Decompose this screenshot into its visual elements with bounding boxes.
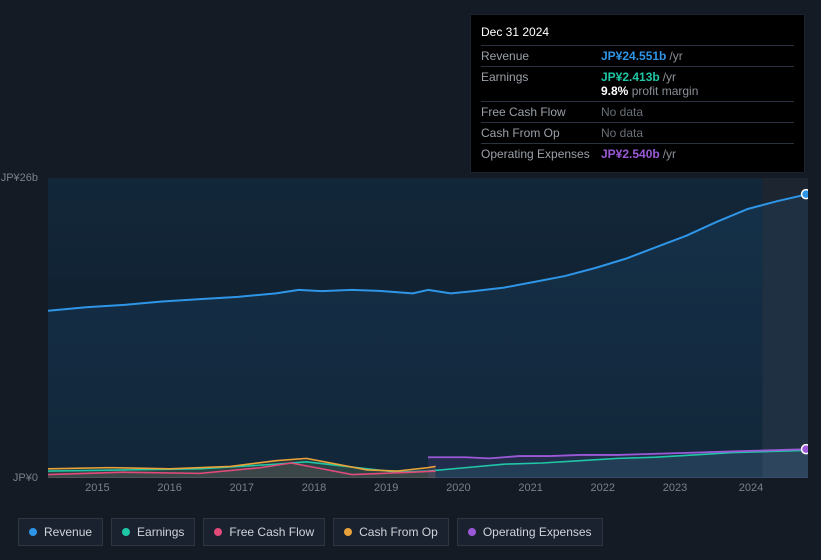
end-marker xyxy=(802,445,809,454)
tooltip-suffix: /yr xyxy=(663,147,676,161)
end-marker xyxy=(802,190,809,199)
tooltip-nodata: No data xyxy=(601,126,643,140)
legend-dot-icon xyxy=(29,528,37,536)
tooltip-row: RevenueJP¥24.551b/yr xyxy=(481,46,794,67)
tooltip-row: EarningsJP¥2.413b/yr 9.8% profit margin xyxy=(481,67,794,102)
x-axis-tick: 2021 xyxy=(518,482,542,494)
x-axis-tick: 2019 xyxy=(374,482,398,494)
tooltip-sub-text: profit margin xyxy=(628,84,698,98)
tooltip-sub-pct: 9.8% xyxy=(601,84,628,98)
legend-item[interactable]: Earnings xyxy=(111,518,195,546)
tooltip-value-cell: No data xyxy=(601,105,794,119)
x-axis-tick: 2015 xyxy=(85,482,109,494)
legend-label: Free Cash Flow xyxy=(229,525,314,539)
tooltip-panel: Dec 31 2024 RevenueJP¥24.551b/yrEarnings… xyxy=(470,14,805,173)
chart-area: 2015 2016 2017 2018 2019 2020 2021 2022 2023 2024… xyxy=(18,160,808,500)
legend-label: Revenue xyxy=(44,525,92,539)
x-axis-tick: 2024 xyxy=(739,482,763,494)
x-axis: 2015 2016 2017 2018 2019 2020 2021 2022 2023 2024 xyxy=(48,482,808,500)
y-axis-label: JP¥0 xyxy=(0,472,38,484)
legend-item[interactable]: Cash From Op xyxy=(333,518,449,546)
legend-dot-icon xyxy=(468,528,476,536)
y-axis-label: JP¥26b xyxy=(0,172,38,184)
tooltip-value: JP¥2.540b xyxy=(601,147,660,161)
tooltip-row: Cash From OpNo data xyxy=(481,123,794,144)
tooltip-nodata: No data xyxy=(601,105,643,119)
chart-plot[interactable] xyxy=(48,178,808,478)
tooltip-label: Free Cash Flow xyxy=(481,105,601,119)
tooltip-value-cell: No data xyxy=(601,126,794,140)
legend-label: Earnings xyxy=(137,525,184,539)
tooltip-suffix: /yr xyxy=(663,70,676,84)
legend-item[interactable]: Free Cash Flow xyxy=(203,518,325,546)
tooltip-value: JP¥24.551b xyxy=(601,49,666,63)
tooltip-date: Dec 31 2024 xyxy=(481,21,794,46)
legend-dot-icon xyxy=(214,528,222,536)
legend-item[interactable]: Revenue xyxy=(18,518,103,546)
x-axis-tick: 2023 xyxy=(663,482,687,494)
x-axis-tick: 2017 xyxy=(230,482,254,494)
tooltip-value: JP¥2.413b xyxy=(601,70,660,84)
legend-label: Cash From Op xyxy=(359,525,438,539)
legend: Revenue Earnings Free Cash Flow Cash From O… xyxy=(18,518,603,546)
legend-dot-icon xyxy=(122,528,130,536)
tooltip-suffix: /yr xyxy=(669,49,682,63)
x-axis-tick: 2016 xyxy=(157,482,181,494)
x-axis-tick: 2020 xyxy=(446,482,470,494)
tooltip-value-cell: JP¥2.540b/yr xyxy=(601,147,794,161)
x-axis-tick: 2022 xyxy=(591,482,615,494)
tooltip-label: Earnings xyxy=(481,70,601,98)
tooltip-value-cell: JP¥24.551b/yr xyxy=(601,49,794,63)
tooltip-label: Revenue xyxy=(481,49,601,63)
x-axis-tick: 2018 xyxy=(302,482,326,494)
tooltip-value-cell: JP¥2.413b/yr 9.8% profit margin xyxy=(601,70,794,98)
legend-dot-icon xyxy=(344,528,352,536)
tooltip-label: Cash From Op xyxy=(481,126,601,140)
legend-item[interactable]: Operating Expenses xyxy=(457,518,603,546)
tooltip-row: Free Cash FlowNo data xyxy=(481,102,794,123)
tooltip-label: Operating Expenses xyxy=(481,147,601,161)
legend-label: Operating Expenses xyxy=(483,525,592,539)
